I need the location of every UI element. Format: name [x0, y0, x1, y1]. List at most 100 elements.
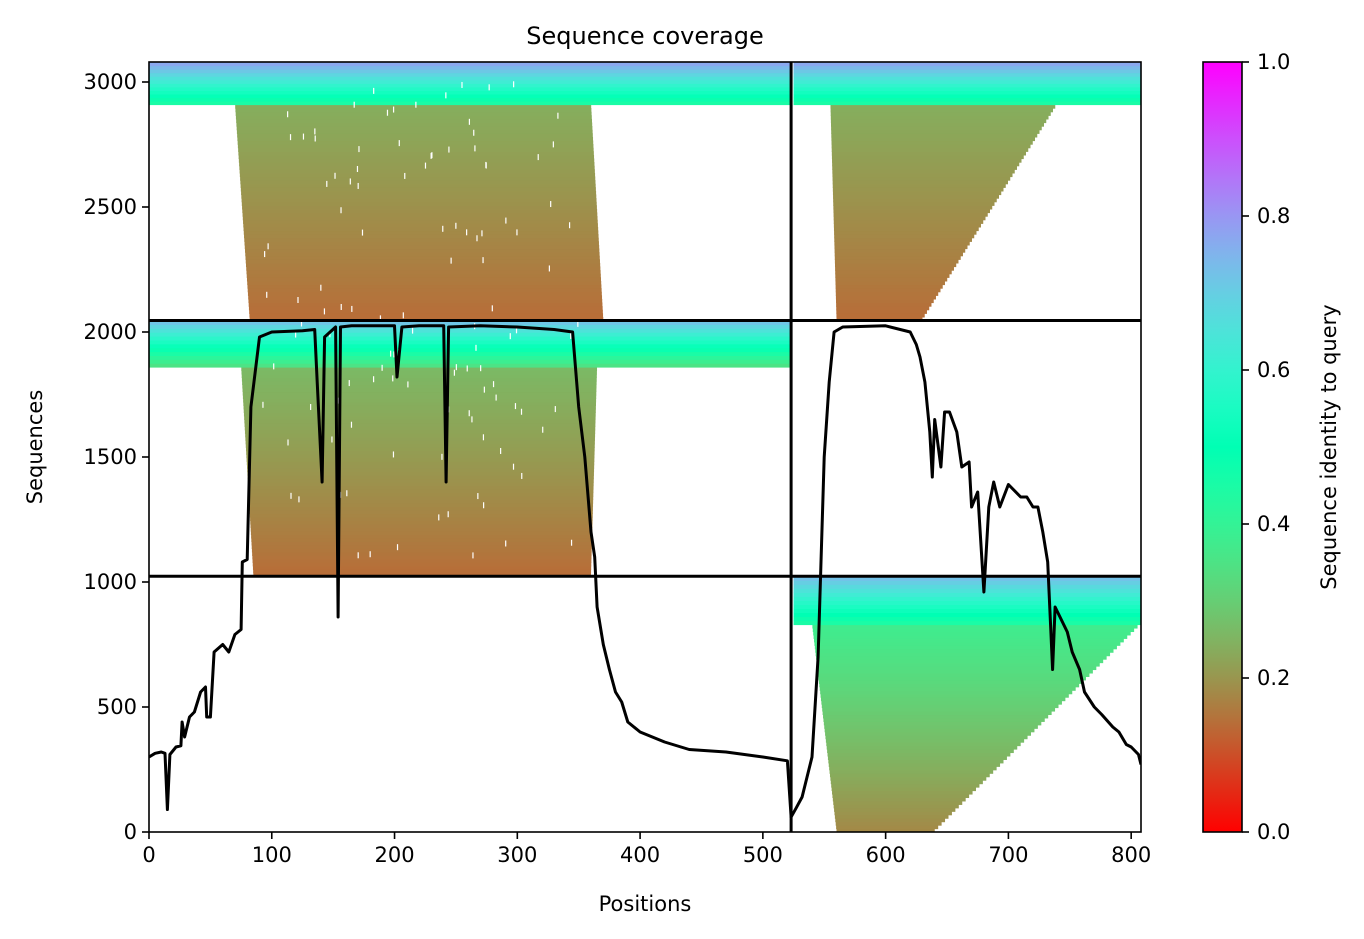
heatmap-row: [793, 576, 1141, 581]
heatmap-row: [237, 144, 594, 149]
heatmap-row: [238, 147, 594, 152]
heatmap-row: [246, 454, 595, 459]
heatmap-row: [149, 72, 792, 77]
heatmap-row: [815, 652, 1111, 657]
heatmap-gap: [262, 401, 264, 408]
heatmap-gap: [447, 511, 449, 518]
x-tick-label: 200: [374, 843, 414, 867]
heatmap-row: [825, 735, 1028, 740]
heatmap-row: [793, 612, 1141, 618]
heatmap-row: [835, 821, 942, 826]
heatmap-gap: [310, 404, 312, 411]
heatmap-row: [246, 457, 595, 462]
y-tick-label: 0: [124, 820, 137, 844]
x-tick-label: 800: [1111, 843, 1151, 867]
heatmap-row: [243, 219, 598, 224]
heatmap-row: [834, 244, 968, 250]
heatmap-gap: [314, 128, 316, 135]
heatmap-gap: [505, 217, 507, 224]
heatmap-gap: [392, 106, 395, 113]
heatmap-gap: [568, 222, 571, 229]
heatmap-row: [793, 93, 1141, 99]
heatmap-gap: [512, 463, 515, 470]
heatmap-row: [831, 133, 1038, 138]
heatmap-row: [244, 415, 596, 420]
heatmap-row: [149, 90, 792, 95]
heatmap-row: [822, 707, 1056, 712]
heatmap-row: [251, 541, 592, 546]
heatmap-row: [250, 530, 593, 535]
heatmap-row: [793, 76, 1141, 81]
heatmap-row: [241, 373, 597, 379]
heatmap-row: [793, 584, 1141, 589]
heatmap-row: [149, 65, 792, 70]
heatmap-gap: [357, 552, 359, 559]
heatmap-row: [241, 367, 598, 372]
heatmap-gap: [542, 426, 544, 433]
heatmap-row: [149, 69, 792, 74]
heatmap-gap: [472, 552, 474, 559]
heatmap-gap: [450, 257, 452, 264]
heatmap-row: [834, 248, 966, 253]
heatmap-row: [237, 140, 594, 145]
heatmap-row: [242, 208, 598, 214]
heatmap-row: [242, 394, 597, 399]
heatmap-row: [149, 347, 792, 353]
heatmap-gap: [550, 201, 552, 208]
heatmap-row: [829, 769, 994, 774]
heatmap-row: [240, 180, 596, 185]
colorbar-frame: [1202, 61, 1243, 833]
heatmap-gap: [266, 291, 268, 298]
heatmap-row: [242, 391, 597, 396]
heatmap-gap: [455, 222, 457, 229]
heatmap-row: [250, 516, 593, 522]
heatmap-row: [243, 226, 599, 232]
heatmap-row: [836, 306, 930, 311]
heatmap-row: [149, 328, 792, 333]
colorbar-tick-label: 0.4: [1257, 512, 1290, 536]
heatmap-row: [249, 506, 593, 511]
heatmap-row: [149, 339, 792, 345]
heatmap-row: [813, 631, 1131, 636]
heatmap-row: [825, 738, 1025, 743]
heatmap-row: [243, 405, 596, 410]
heatmap-row: [793, 580, 1141, 585]
heatmap-gap: [373, 87, 375, 94]
heatmap-row: [251, 544, 592, 549]
heatmap-gap: [475, 344, 477, 351]
x-axis-ticks: 0 100 200 300 400 500 600 700 800: [142, 832, 1151, 867]
heatmap-row: [835, 273, 950, 278]
heatmap-row: [244, 244, 600, 250]
heatmap-row: [821, 700, 1062, 705]
heatmap-row: [241, 190, 597, 196]
heatmap-row: [251, 534, 593, 539]
y-axis-title: Sequences: [23, 390, 47, 505]
heatmap-row: [834, 234, 975, 239]
heatmap-row: [793, 100, 1141, 106]
heatmap-row: [823, 721, 1042, 726]
heatmap-gap: [314, 135, 316, 142]
heatmap-row: [831, 151, 1027, 156]
heatmap-row: [243, 223, 598, 228]
heatmap-gap: [264, 251, 266, 258]
heatmap-row: [246, 461, 595, 466]
heatmap-row: [830, 111, 1051, 116]
heatmap-gap: [491, 305, 493, 312]
heatmap-gap: [577, 320, 579, 327]
heatmap-row: [246, 277, 602, 282]
colorbar-label: Sequence identity to query: [1317, 304, 1341, 589]
heatmap-row: [818, 676, 1086, 681]
heatmap-row: [245, 443, 595, 448]
heatmap-row: [248, 295, 603, 300]
heatmap-gap: [488, 84, 490, 91]
heatmap-row: [828, 759, 1004, 764]
heatmap-row: [835, 277, 948, 282]
heatmap-row: [833, 208, 990, 214]
heatmap-row: [149, 355, 792, 360]
heatmap-row: [824, 724, 1038, 729]
heatmap-gap: [554, 406, 556, 413]
heatmap-gap: [474, 145, 476, 152]
heatmap-gap: [290, 492, 292, 499]
heatmap-gap: [393, 351, 395, 358]
